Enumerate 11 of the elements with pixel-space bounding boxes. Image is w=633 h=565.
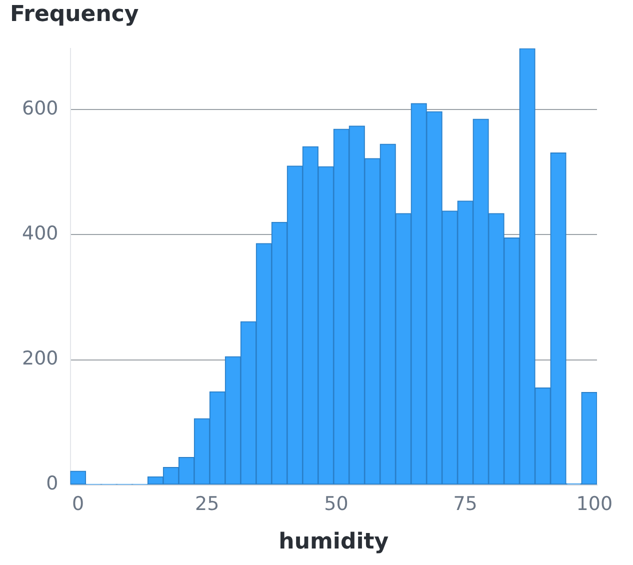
x-tick-label: 50 (324, 493, 348, 516)
x-axis-title: humidity (278, 530, 389, 555)
y-tick-label: 200 (22, 348, 58, 370)
chart-title: Frequency (10, 2, 139, 27)
y-tick-label: 400 (22, 222, 58, 245)
x-tick-label: 0 (72, 493, 84, 516)
x-tick-label: 25 (195, 493, 220, 516)
x-tick-label: 100 (576, 493, 613, 516)
y-tick-label: 0 (46, 472, 58, 495)
y-tick-label: 600 (22, 98, 58, 120)
x-tick-label: 75 (453, 493, 478, 516)
